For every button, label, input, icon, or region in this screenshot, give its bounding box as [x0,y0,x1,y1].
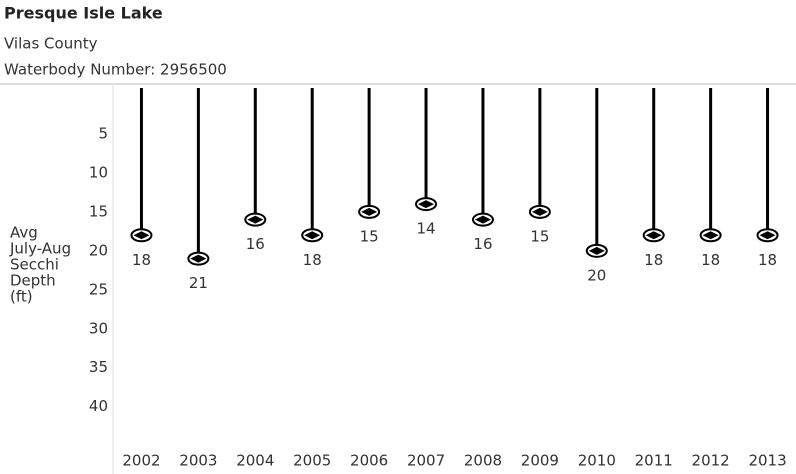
y-axis-label: (ft) [10,288,33,306]
x-tick-label: 2006 [350,452,388,470]
y-tick-label: 20 [89,241,108,259]
chart-title: Presque Isle Lake [4,4,163,23]
y-tick-label: 15 [89,202,108,220]
marker-core [474,215,491,224]
x-tick-label: 2007 [407,452,445,470]
y-tick-label: 10 [89,163,108,181]
marker-core [133,231,150,240]
x-tick-label: 2011 [635,452,673,470]
value-label: 16 [246,235,265,253]
x-tick-label: 2012 [692,452,730,470]
y-tick-label: 30 [89,319,108,337]
x-tick-label: 2008 [464,452,502,470]
marker-core [418,200,435,209]
y-axis-label: July-Aug [9,240,71,258]
y-tick-label: 40 [89,397,108,415]
y-tick-label: 25 [89,280,108,298]
marker-core [702,231,719,240]
y-axis-label: Avg [10,224,38,242]
value-label: 18 [644,251,663,269]
y-axis-label: Depth [10,272,56,290]
marker-core [588,246,605,255]
y-axis-label: Secchi [10,256,59,274]
x-tick-label: 2004 [236,452,274,470]
marker-core [531,207,548,216]
value-label: 20 [587,266,606,284]
x-tick-label: 2009 [521,452,559,470]
value-label: 15 [360,227,379,245]
x-tick-label: 2010 [578,452,616,470]
value-label: 18 [303,251,322,269]
value-label: 21 [189,274,208,292]
marker-core [361,207,378,216]
marker-core [759,231,776,240]
marker-core [304,231,321,240]
marker-core [645,231,662,240]
subtitle: Waterbody Number: 2956500 [4,61,227,79]
subtitle: Vilas County [4,35,98,53]
value-label: 16 [473,235,492,253]
y-tick-label: 35 [89,358,108,376]
marker-core [247,215,264,224]
x-tick-label: 2002 [122,452,160,470]
value-label: 18 [758,251,777,269]
marker-core [190,254,207,263]
x-tick-label: 2005 [293,452,331,470]
value-label: 14 [416,220,435,238]
y-tick-label: 5 [98,124,108,142]
x-tick-label: 2003 [179,452,217,470]
x-tick-label: 2013 [748,452,786,470]
value-label: 18 [132,251,151,269]
value-label: 15 [530,227,549,245]
value-label: 18 [701,251,720,269]
